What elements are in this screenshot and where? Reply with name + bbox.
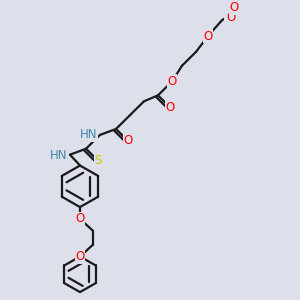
- Text: O: O: [224, 9, 234, 22]
- Text: O: O: [75, 250, 85, 263]
- Text: O: O: [230, 1, 238, 14]
- Text: O: O: [167, 75, 177, 88]
- Text: O: O: [165, 101, 175, 114]
- Text: HN: HN: [50, 149, 67, 162]
- Text: O: O: [123, 134, 133, 147]
- Text: O: O: [226, 11, 235, 24]
- Text: O: O: [203, 29, 213, 43]
- Text: HN: HN: [80, 128, 97, 141]
- Text: S: S: [94, 154, 102, 167]
- Text: O: O: [75, 212, 85, 225]
